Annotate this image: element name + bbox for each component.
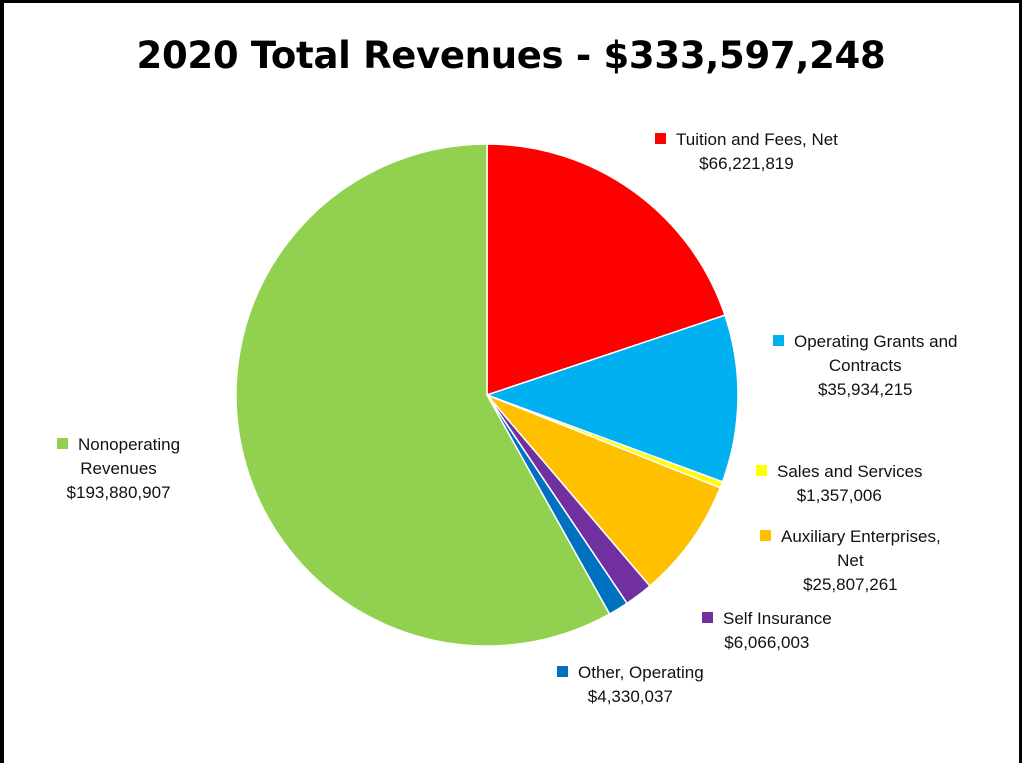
label-value: $1,357,006 <box>796 486 882 505</box>
legend-swatch-tuition <box>655 133 666 144</box>
label-tuition-and-fees: Tuition and Fees, Net $66,221,819 <box>655 128 838 176</box>
label-nonoperating-revenues: Nonoperating Revenues $193,880,907 <box>57 433 180 505</box>
legend-swatch-grants <box>773 335 784 346</box>
pie-slice-tuition <box>486 143 726 397</box>
label-value: $4,330,037 <box>587 687 673 706</box>
legend-swatch-self-insurance <box>702 612 713 623</box>
label-other-operating: Other, Operating $4,330,037 <box>557 661 704 709</box>
legend-swatch-other <box>557 666 568 677</box>
label-name-line2: Revenues <box>80 459 157 478</box>
label-value: $66,221,819 <box>699 154 794 173</box>
label-name-line2: Contracts <box>828 356 902 375</box>
label-name: Auxiliary Enterprises, <box>781 527 941 546</box>
label-name: Self Insurance <box>723 609 832 628</box>
label-value: $6,066,003 <box>724 633 810 652</box>
label-value: $25,807,261 <box>803 575 898 594</box>
label-sales-and-services: Sales and Services $1,357,006 <box>756 460 923 508</box>
label-name-line2: Net <box>837 551 864 570</box>
label-operating-grants: Operating Grants and Contracts $35,934,2… <box>773 330 957 402</box>
label-self-insurance: Self Insurance $6,066,003 <box>702 607 832 655</box>
label-name: Other, Operating <box>578 663 704 682</box>
legend-swatch-auxiliary <box>760 530 771 541</box>
label-name: Operating Grants and <box>794 332 958 351</box>
pie-slice-grants <box>484 314 739 483</box>
legend-swatch-sales <box>756 465 767 476</box>
label-name: Tuition and Fees, Net <box>676 130 838 149</box>
chart-title: 2020 Total Revenues - $333,597,248 <box>136 34 886 77</box>
legend-swatch-nonoperating <box>57 438 68 449</box>
label-auxiliary-enterprises: Auxiliary Enterprises, Net $25,807,261 <box>760 525 941 597</box>
label-value: $193,880,907 <box>66 483 171 502</box>
label-name: Nonoperating <box>78 435 181 454</box>
pie-slice-auxiliary <box>486 394 722 588</box>
pie-slice-nonoperating <box>235 143 611 647</box>
label-value: $35,934,215 <box>817 380 913 399</box>
label-name: Sales and Services <box>777 462 923 481</box>
